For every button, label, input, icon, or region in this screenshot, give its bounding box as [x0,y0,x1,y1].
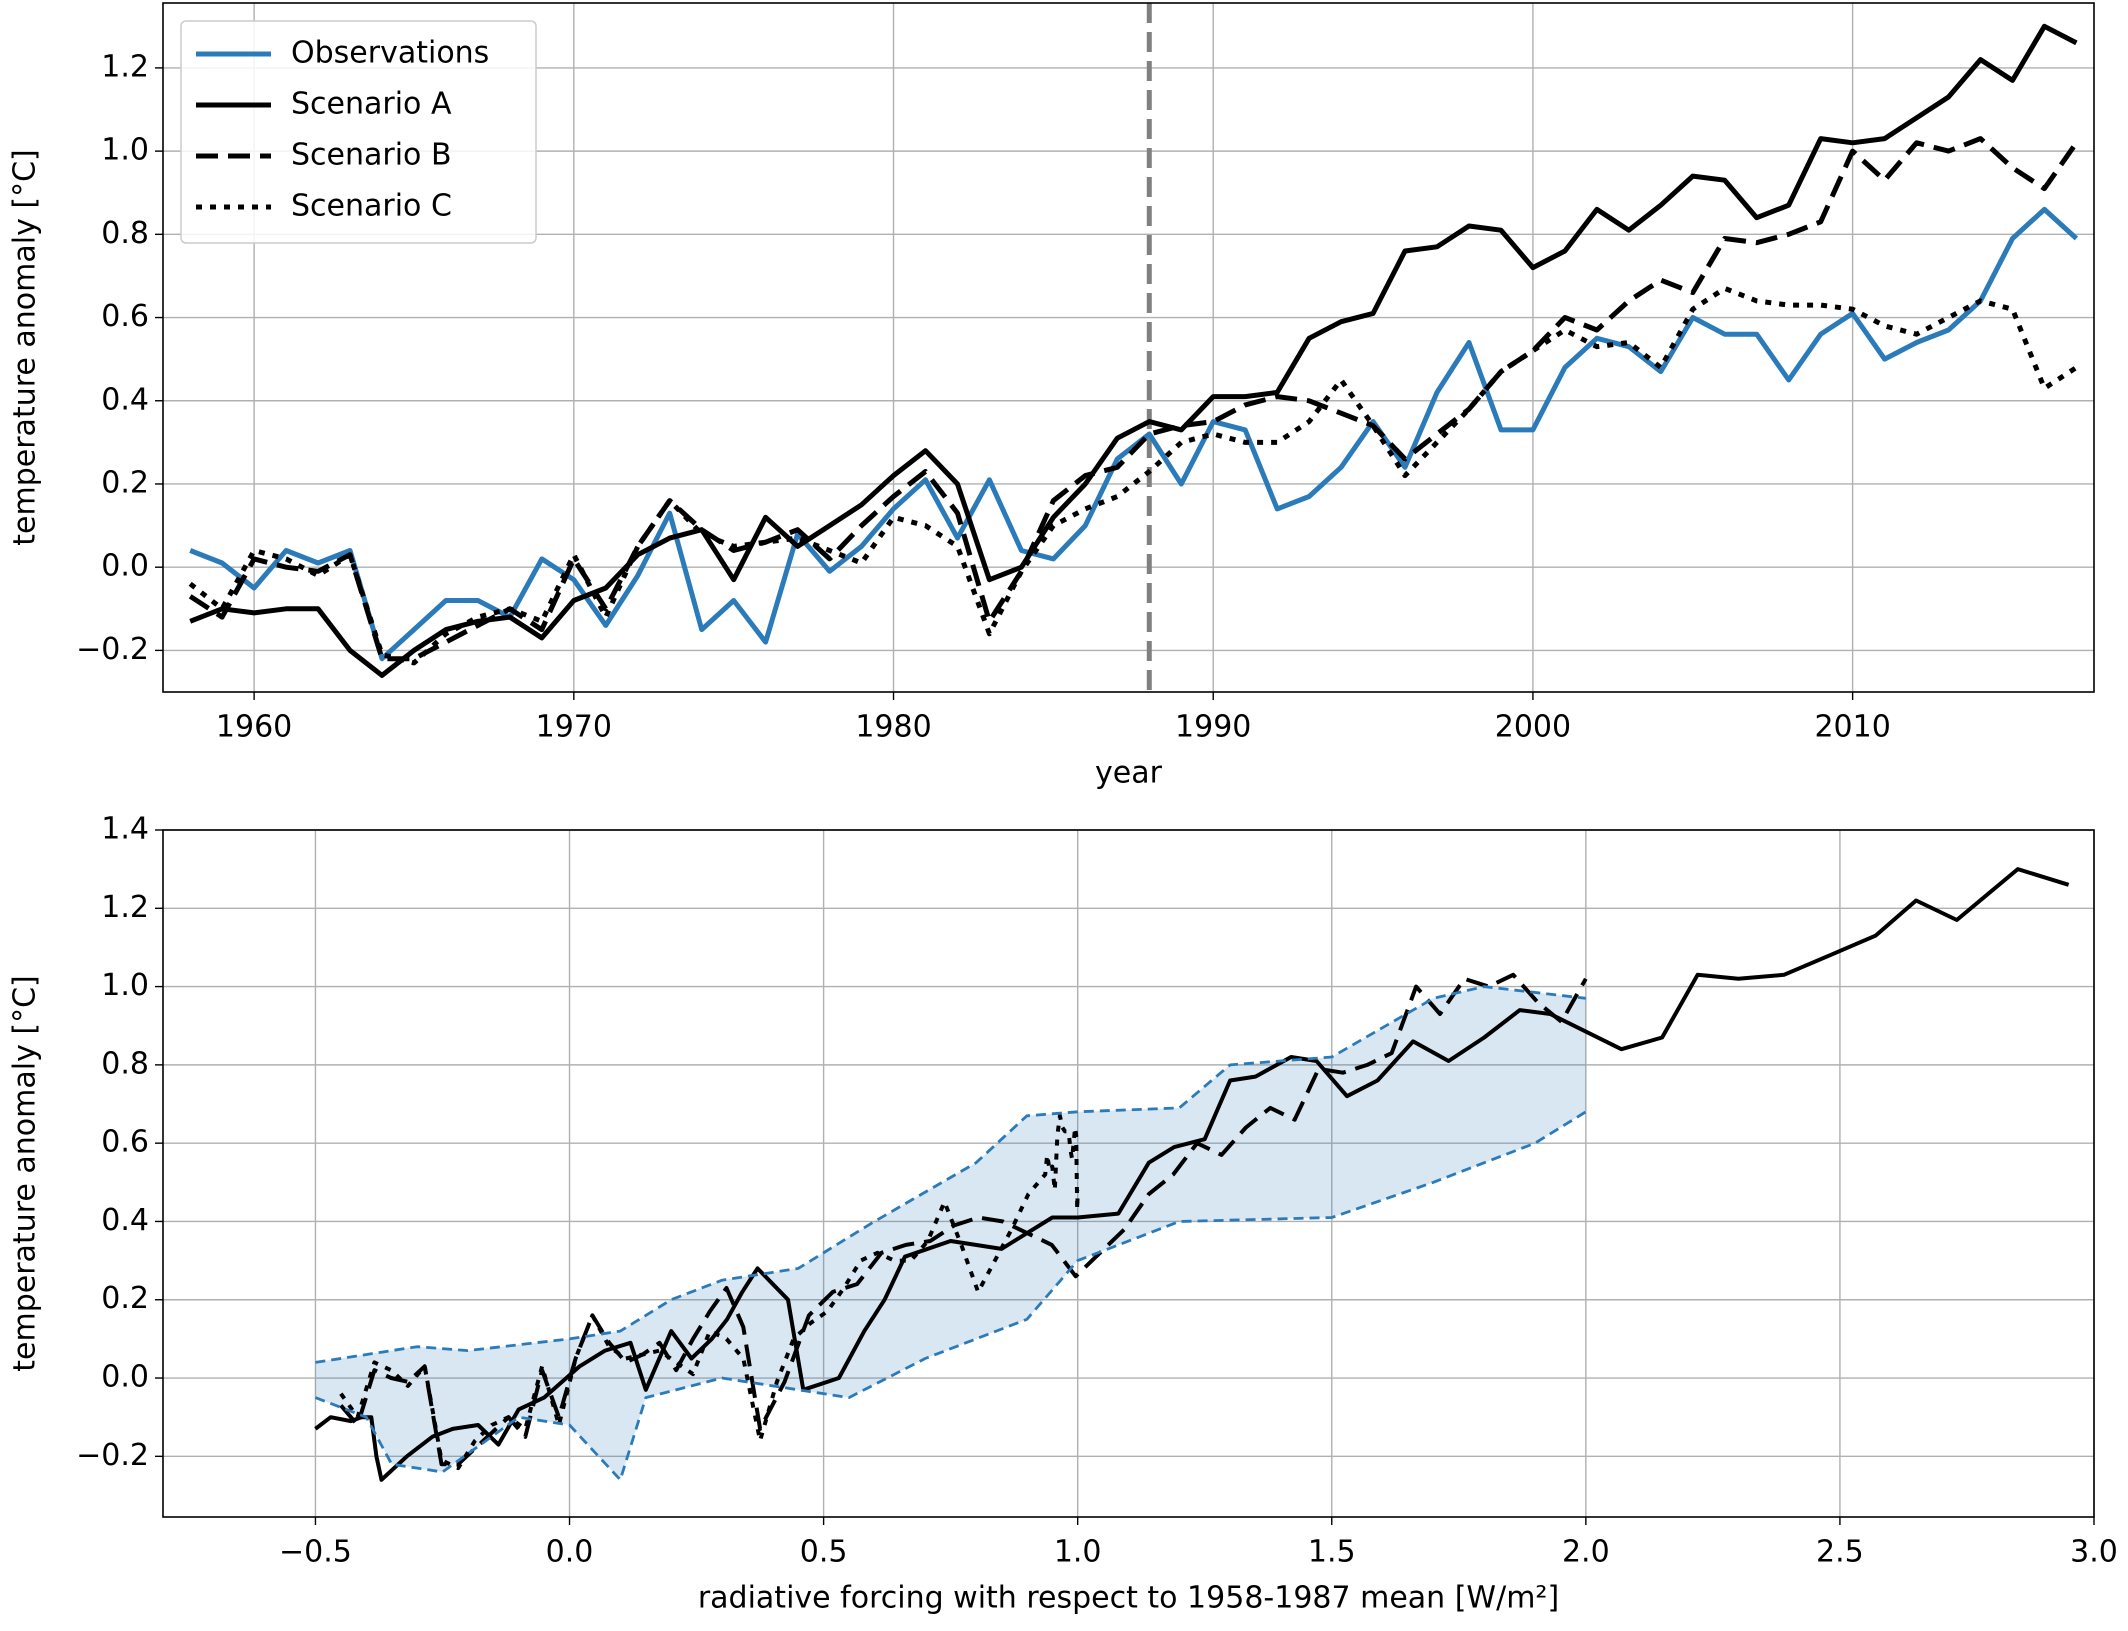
plot-area [188,3,2079,692]
y-tick-label: 1.4 [101,812,149,847]
plot-frame [162,829,2095,1518]
legend-label: Scenario B [291,138,452,173]
series-line [188,285,2078,666]
y-tick-label: −0.2 [76,632,149,667]
x-axis-label: year [1095,756,1163,791]
plot-area [314,867,2070,1482]
series-line [314,867,2070,1482]
x-tick-label: 1.0 [1054,1535,1102,1570]
x-tick-label: 0.5 [800,1535,848,1570]
series-line [189,23,2078,678]
x-tick-label: 2000 [1495,710,1571,745]
y-tick-label: 0.6 [101,1125,149,1160]
y-tick-label: 0.8 [101,216,149,251]
y-tick-label: 1.2 [101,890,149,925]
legend-box [180,20,537,244]
legend-label: Scenario C [291,189,452,224]
x-tick-label: 3.0 [2070,1535,2118,1570]
plot-frame [162,2,2095,693]
series-line [188,136,2079,662]
x-tick-label: 1990 [1175,710,1251,745]
y-tick-label: 0.6 [101,299,149,334]
y-tick-label: 0.2 [101,465,149,500]
y-tick-label: 0.4 [101,1203,149,1238]
y-axis-label: temperature anomaly [°C] [8,975,43,1371]
y-tick-label: 1.0 [101,968,149,1003]
y-axis-label: temperature anomaly [°C] [8,149,43,545]
x-tick-label: 2010 [1814,710,1890,745]
y-tick-label: 0.4 [101,382,149,417]
x-tick-label: 2.5 [1816,1535,1864,1570]
y-tick-label: −0.2 [76,1438,149,1473]
x-tick-label: 1970 [536,710,612,745]
x-tick-label: 0.0 [546,1535,594,1570]
series-line [339,1113,1080,1471]
x-tick-label: 1980 [855,710,931,745]
series-line [314,1110,1587,1482]
x-tick-label: −0.5 [279,1535,352,1570]
y-tick-label: 0.8 [101,1046,149,1081]
x-tick-label: 1.5 [1308,1535,1356,1570]
legend-label: Scenario A [291,87,452,122]
x-tick-label: 1960 [216,710,292,745]
y-tick-label: 0.0 [101,549,149,584]
y-tick-label: 1.2 [101,49,149,84]
series-line [189,206,2079,662]
series-line [315,985,1586,1364]
legend-label: Observations [291,36,489,71]
x-tick-label: 2.0 [1562,1535,1610,1570]
x-axis-label: radiative forcing with respect to 1958-1… [698,1581,1559,1616]
y-tick-label: 0.2 [101,1281,149,1316]
y-tick-label: 0.0 [101,1360,149,1395]
y-tick-label: 1.0 [101,133,149,168]
